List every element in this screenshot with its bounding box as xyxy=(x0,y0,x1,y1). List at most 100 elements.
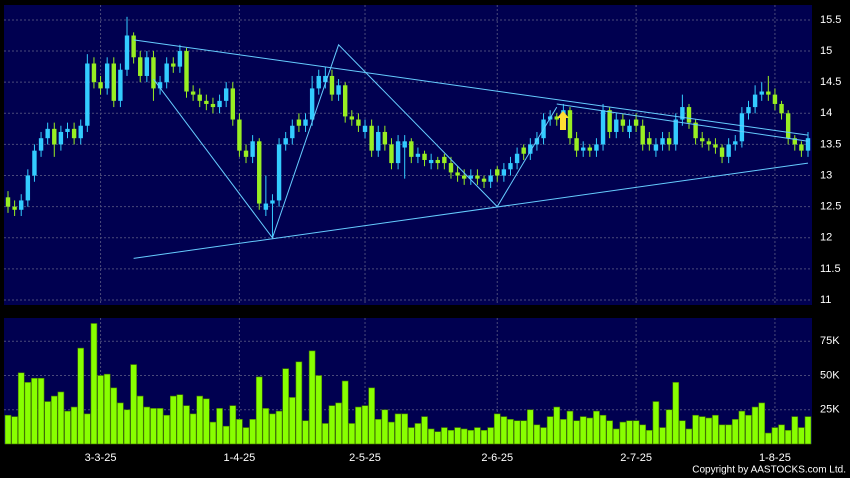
volume-bar xyxy=(361,405,369,445)
volume-bar xyxy=(374,419,382,445)
candle-body xyxy=(303,119,308,126)
y-tick-label: 50K xyxy=(820,369,840,381)
volume-bar xyxy=(17,372,25,445)
volume-bar xyxy=(37,377,45,445)
candle-body xyxy=(422,153,427,160)
volume-bar xyxy=(169,395,177,445)
x-tick-label: 3-3-25 xyxy=(85,452,117,464)
volume-bar xyxy=(341,380,349,445)
candle-body xyxy=(38,138,44,151)
volume-bar xyxy=(117,402,124,445)
volume-bar xyxy=(203,398,210,445)
volume-bar xyxy=(593,410,600,445)
volume-bar xyxy=(150,408,157,445)
volume-bar xyxy=(599,414,607,445)
candle-body xyxy=(336,85,341,95)
candle-body xyxy=(164,63,169,83)
volume-bar xyxy=(308,350,316,445)
volume-bar xyxy=(493,413,501,445)
candle-body xyxy=(726,144,731,157)
candle-body xyxy=(138,57,143,76)
candle-body xyxy=(719,147,725,157)
candle-body xyxy=(680,107,685,120)
candle-body xyxy=(488,175,493,182)
volume-bar xyxy=(50,395,58,445)
candle-body xyxy=(270,200,275,204)
volume-bar xyxy=(70,406,78,445)
candle-body xyxy=(217,100,222,108)
candle-body xyxy=(772,94,778,104)
candle-body xyxy=(98,82,103,89)
candle-body xyxy=(779,103,784,114)
candle-body xyxy=(666,138,672,145)
volume-bar xyxy=(679,420,686,445)
volume-bar xyxy=(110,387,118,445)
candle-body xyxy=(495,169,500,176)
candle-body xyxy=(283,138,288,145)
plot-layer: 3-3-25 1-4-25 2-5-25 2-6-25 2-7-25 1-8-25 11 11… xyxy=(4,5,841,464)
candle-body xyxy=(673,119,678,145)
volume-bar xyxy=(381,409,389,445)
volume-bar xyxy=(156,408,164,445)
volume-bar xyxy=(31,377,38,445)
candle-body xyxy=(382,131,388,145)
volume-bar xyxy=(64,410,71,445)
volume-bar xyxy=(751,406,759,445)
volume-bar xyxy=(163,414,170,445)
candle-body xyxy=(362,125,368,132)
candle-body xyxy=(323,75,328,83)
candle-body xyxy=(448,163,454,173)
volume-bar xyxy=(712,414,719,445)
candle-body xyxy=(5,197,11,207)
volume-bar xyxy=(209,421,217,445)
candle-body xyxy=(713,144,718,148)
volume-bar xyxy=(692,414,699,445)
candle-body xyxy=(574,138,579,151)
candle-body xyxy=(733,141,738,145)
y-tick-label: 15 xyxy=(820,45,832,57)
volume-bar xyxy=(123,409,131,445)
volume-bar xyxy=(90,323,98,445)
volume-bar xyxy=(487,427,494,445)
volume-bar xyxy=(738,410,746,445)
candle-body xyxy=(528,144,533,154)
volume-bar xyxy=(665,409,673,445)
y-tick-label: 75K xyxy=(820,335,840,347)
y-tick-label: 11.5 xyxy=(820,263,841,275)
price-panel xyxy=(4,5,812,305)
candle-body xyxy=(461,175,467,179)
candle-body xyxy=(111,63,116,101)
candle-body xyxy=(144,57,150,76)
volume-bar xyxy=(520,420,528,445)
candle-body xyxy=(594,144,599,151)
volume-bar xyxy=(586,417,594,445)
candle-body xyxy=(329,75,335,95)
candle-body xyxy=(620,119,626,126)
candle-body xyxy=(759,91,764,95)
candle-body xyxy=(124,35,130,70)
candle-body xyxy=(243,150,249,157)
candle-body xyxy=(660,138,665,145)
volume-bar xyxy=(758,402,766,445)
candle-body xyxy=(614,119,619,132)
candle-body xyxy=(19,200,24,210)
volume-bar xyxy=(507,419,514,445)
candle-body xyxy=(290,125,295,139)
volume-bar xyxy=(269,413,276,445)
volume-bar xyxy=(632,420,640,445)
volume-bar xyxy=(196,395,204,445)
volume-bar xyxy=(136,395,144,445)
volume-bar xyxy=(606,420,613,445)
volume-bar xyxy=(11,416,18,445)
x-tick-label: 1-8-25 xyxy=(759,452,791,464)
candle-body xyxy=(409,141,414,157)
y-tick-label: 12.5 xyxy=(820,201,841,213)
candle-body xyxy=(309,88,315,120)
volume-bar xyxy=(322,423,329,445)
candle-body xyxy=(587,147,593,151)
candle-body xyxy=(197,94,202,101)
volume-bar xyxy=(646,430,653,445)
candle-body xyxy=(792,138,797,145)
volume-bar xyxy=(533,424,541,445)
